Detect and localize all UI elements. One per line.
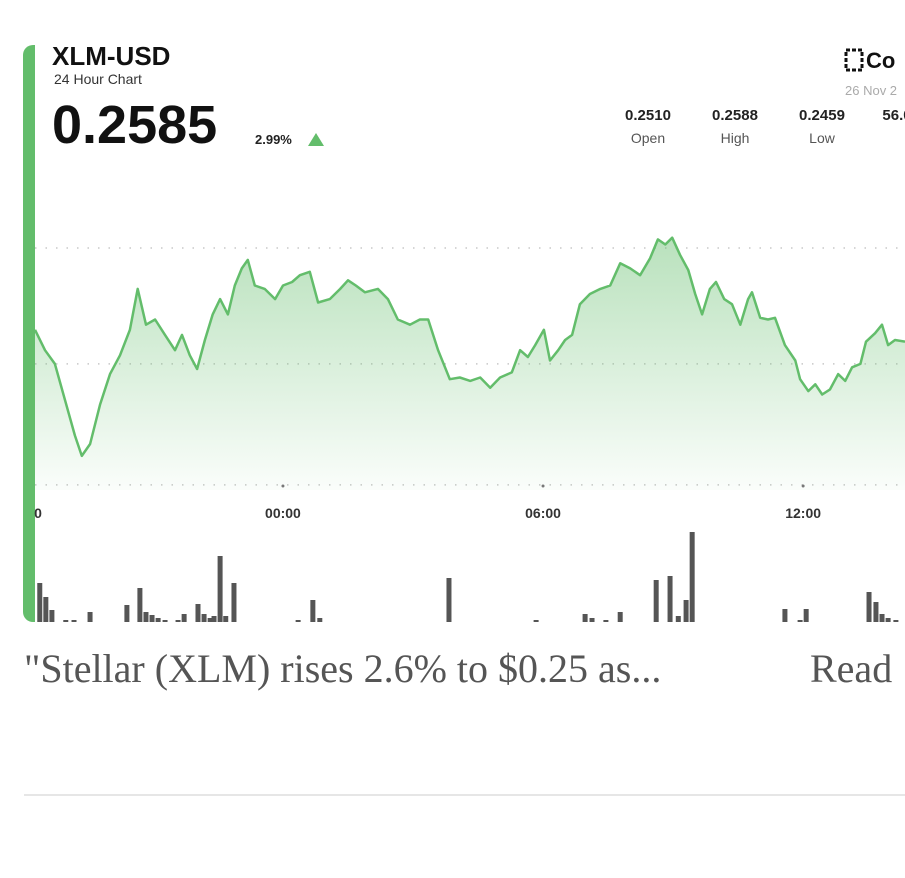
volume-bar	[803, 609, 809, 622]
volume-bar	[885, 618, 891, 622]
volume-bar	[683, 600, 689, 622]
read-link[interactable]: Read	[810, 646, 892, 691]
logo-icon	[844, 48, 864, 72]
volume-bar	[689, 532, 695, 622]
x-tick-label: 0	[34, 505, 42, 521]
volume-bar	[782, 609, 788, 622]
volume-bar	[582, 614, 588, 622]
volume-bar	[295, 620, 301, 622]
volume-bar	[211, 616, 217, 622]
brand-logo: Co	[844, 48, 895, 73]
volume-bar	[231, 583, 237, 622]
x-tick-label: 06:00	[525, 505, 561, 521]
volume-bar	[317, 618, 323, 622]
x-tick-label: 12:00	[785, 505, 821, 521]
volume-bar	[137, 588, 143, 622]
x-tick	[801, 484, 805, 488]
volume-bar	[873, 602, 879, 622]
ticker: XLM-USD	[52, 41, 170, 71]
x-tick	[541, 484, 545, 488]
stats: 0.2510 Open 0.2588 High 0.2459 Low 56.0	[625, 107, 905, 146]
volume-bar	[667, 576, 673, 622]
volume-bar	[310, 600, 316, 622]
x-tick	[281, 484, 285, 488]
volume-bar	[653, 580, 659, 622]
volume-bar	[37, 583, 43, 622]
volume-bar	[49, 610, 55, 622]
volume-bar	[124, 605, 130, 622]
stat-label: High	[721, 130, 750, 146]
volume-bar	[162, 620, 168, 622]
volume-bar	[879, 614, 885, 622]
volume-bar	[223, 616, 229, 622]
subtitle: 24 Hour Chart	[54, 71, 142, 87]
x-tick-label: 00:00	[265, 505, 301, 521]
volume-bar	[87, 612, 93, 622]
date: 26 Nov 2	[845, 83, 897, 98]
volume-bar	[675, 616, 681, 622]
volume-bar	[195, 604, 201, 622]
volume-bar	[149, 615, 155, 622]
accent-bar	[23, 45, 35, 622]
volume-bar	[217, 556, 223, 622]
volume-bar	[155, 618, 161, 622]
area	[35, 237, 905, 490]
change: 2.99%	[255, 132, 292, 147]
volume-bar	[589, 618, 595, 622]
brand: Co	[866, 48, 895, 73]
volume-bar	[143, 612, 149, 622]
price: 0.2585	[52, 95, 217, 155]
volume-bar	[175, 620, 181, 622]
volume-bar	[533, 620, 539, 622]
stat-value: 0.2459	[799, 107, 845, 124]
volume-bar	[866, 592, 872, 622]
stat-value: 0.2510	[625, 107, 671, 124]
stat-value: 56.0	[882, 107, 905, 124]
price-line	[33, 236, 905, 458]
headline: "Stellar (XLM) rises 2.6% to $0.25 as...	[24, 646, 661, 691]
volume-bar	[63, 620, 69, 622]
volume-bar	[797, 620, 803, 622]
volume-bar	[617, 612, 623, 622]
volume-bar	[43, 597, 49, 622]
up-arrow	[308, 133, 324, 146]
volume-bar	[603, 620, 609, 622]
volume-bar	[893, 620, 899, 622]
chart: 0 00:00 06:00 12:00	[33, 236, 905, 622]
volume-bar	[71, 620, 77, 622]
stat-label: Open	[631, 130, 665, 146]
volume-bar	[446, 578, 452, 622]
volume-bar	[201, 614, 207, 622]
stat-value: 0.2588	[712, 107, 758, 124]
stat-label: Low	[809, 130, 836, 146]
volume-bar	[207, 618, 213, 622]
volume-bar	[181, 614, 187, 622]
